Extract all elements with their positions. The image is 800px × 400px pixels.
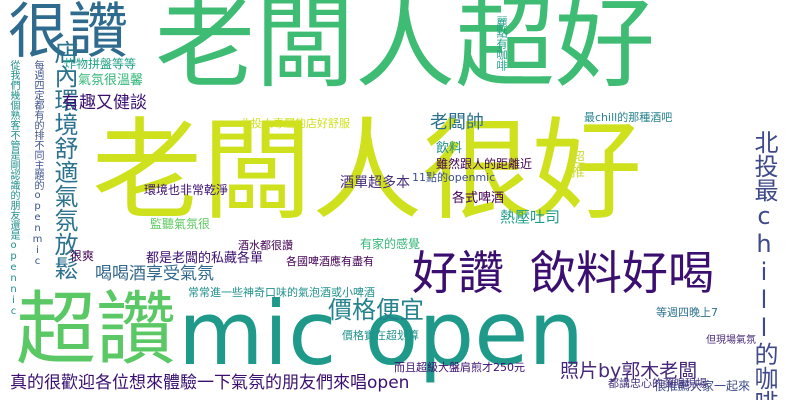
word: 麗點有咖啡: [495, 16, 508, 71]
word: 真的很歡迎各位想來體驗一下氣氛的朋友們來唱open: [10, 373, 410, 393]
word: 好讚: [412, 246, 504, 300]
word: 店內環境舒適氣氛放鬆: [50, 40, 78, 280]
word: 老闆人很好: [92, 107, 642, 235]
word: mic open: [178, 282, 585, 385]
word: 監聽氣氛很: [150, 217, 211, 231]
word: 北投人專屬的店好舒服: [240, 117, 350, 130]
word: 飲料: [436, 141, 463, 156]
word: 酒單超多本: [340, 175, 410, 191]
word: 11點的openmic: [412, 171, 496, 184]
word: 常常進一些神奇口味的氣泡酒或小啤酒: [188, 286, 375, 299]
word: 各國啤酒應有盡有: [286, 255, 374, 268]
word: 老闆帥: [430, 112, 484, 133]
word: 價格便宜: [328, 296, 424, 324]
word: 老闆人超好: [155, 0, 655, 102]
word: 價格實在超划算: [342, 329, 419, 342]
word: 而且超級大盤肩煎才250元: [394, 361, 525, 374]
word: 各式啤酒: [452, 191, 505, 206]
word: 很爽: [70, 249, 95, 263]
word: 超推: [569, 150, 585, 178]
word: 炸物拼盤等等: [64, 57, 137, 71]
word: 酒水都很讚: [238, 239, 293, 252]
word: 有趣又健談: [62, 93, 147, 113]
word: 很推薦大家一起來: [654, 379, 751, 393]
word: 有家的感覺: [360, 237, 421, 251]
word: 很讚: [8, 0, 128, 67]
word: 照片by郭木老闆: [560, 360, 698, 382]
word: 雖然跟人的距離近: [436, 157, 533, 171]
word: 北投最chill的咖啡吧: [750, 130, 778, 400]
word: 從我們幾個熟客不管是剛認識的朋友還是opennic: [8, 60, 19, 317]
word: 環境也非常乾淨: [144, 183, 229, 197]
word: 但現場氣氛: [706, 335, 756, 346]
word: 都是老闆的私藏各單: [146, 251, 264, 266]
word: 最chill的那種酒吧: [584, 111, 673, 124]
word: 喝喝酒享受氣氛: [95, 264, 214, 284]
word: 等週四晚上7: [656, 306, 718, 319]
word: 每週四定都有的排不同主題的openmic: [32, 60, 43, 267]
word: 熱壓吐司: [500, 208, 561, 226]
word: 都講忠心的彈唱現場: [608, 377, 707, 390]
word: 氣氛很溫馨: [78, 73, 144, 88]
word: 超讚: [16, 283, 176, 376]
word: 飲料好喝: [530, 246, 714, 300]
